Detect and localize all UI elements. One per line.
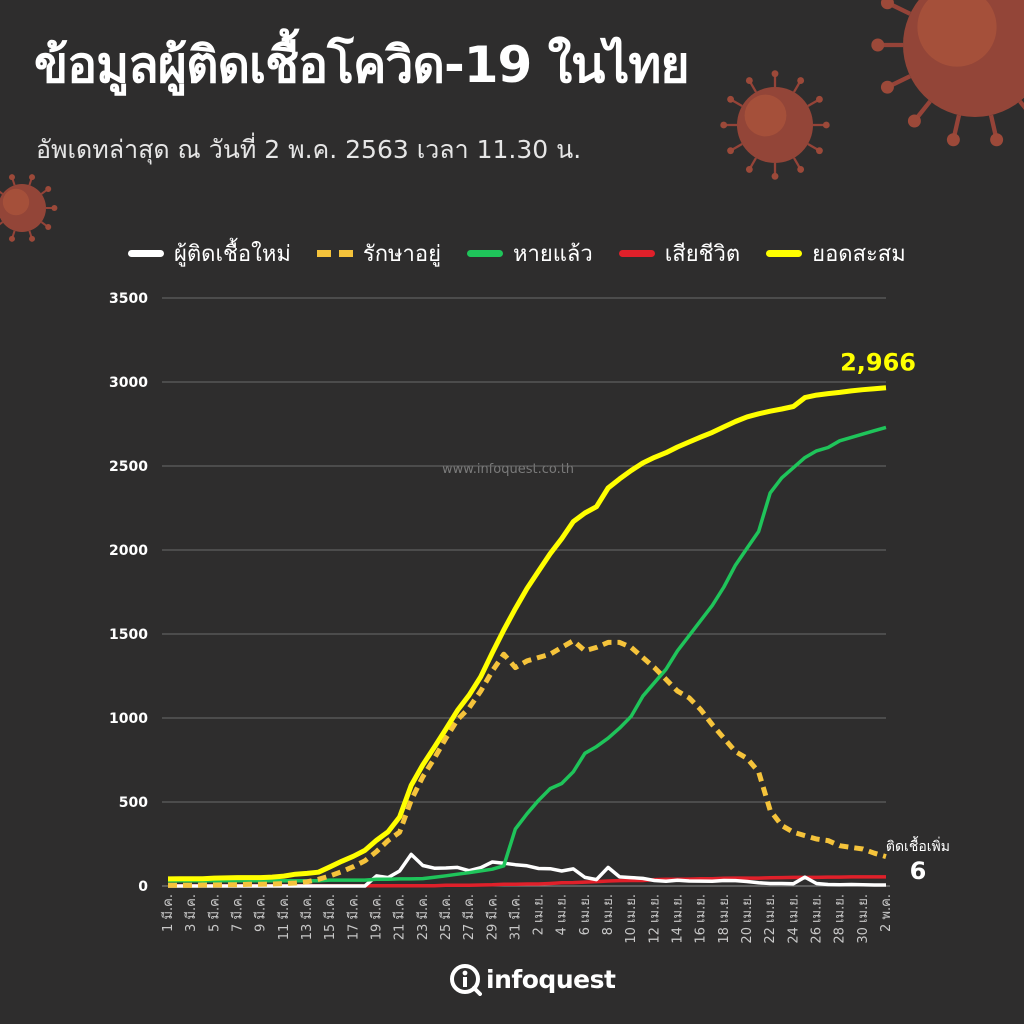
x-tick-label: 21 มี.ค. [392,894,408,940]
x-tick-label: 25 มี.ค. [438,894,454,940]
y-tick-label: 3500 [109,291,148,307]
legend-deaths: เสียชีวิต [618,236,741,271]
x-tick-label: 14 เม.ย. [671,894,686,944]
x-tick-label: 23 มี.ค. [415,894,431,940]
virus-large-icon [871,0,1024,147]
y-tick-label: 1000 [109,711,148,727]
legend-recovered: หายแล้ว [466,236,593,271]
covid-line-chart: 0 500 1000 1500 2000 2500 3000 3500 1 มี.ค. 3 มี.… [109,291,950,944]
x-tick-label: 13 มี.ค. [299,894,315,940]
legend-label-active: รักษาอยู่ [362,242,441,267]
x-tick-label: 3 มี.ค. [183,894,199,932]
x-tick-label: 20 เม.ย. [740,894,755,944]
virus-small-icon [720,70,830,180]
x-tick-label: 26 เม.ย. [810,894,825,944]
x-tick-label: 22 เม.ย. [763,894,778,944]
x-tick-label: 1 มี.ค. [160,894,176,932]
annotation-new-value: 6 [910,857,927,885]
legend-new-cases: ผู้ติดเชื้อใหม่ [128,236,291,271]
legend-label-cumulative: ยอดสะสม [812,242,906,267]
x-tick-label: 27 มี.ค. [461,894,477,940]
x-tick-label: 2 พ.ค. [879,894,894,932]
x-tick-label: 10 เม.ย. [624,894,639,944]
x-tick-label: 4 เม.ย. [555,894,570,935]
x-tick-label: 28 เม.ย. [833,894,848,944]
legend-label-new-cases: ผู้ติดเชื้อใหม่ [174,242,291,267]
info-icon [450,964,482,996]
infoquest-logo: infoquest [448,962,616,996]
x-tick-label: 8 เม.ย. [601,894,616,935]
y-tick-label: 1500 [109,627,148,643]
x-tick-label: 24 เม.ย. [786,894,801,944]
y-tick-label: 0 [138,879,148,895]
update-subtitle: อัพเดทล่าสุด ณ วันที่ 2 พ.ค. 2563 เวลา 1… [36,135,582,164]
y-tick-label: 3000 [109,375,148,391]
page-title: ข้อมูลผู้ติดเชื้อโควิด-19 ในไทย [34,36,690,94]
legend-swatch-new-cases [128,250,164,257]
legend-swatch-recovered [466,250,503,257]
legend-active: รักษาอยู่ [316,236,441,271]
x-tick-label: 9 มี.ค. [253,894,269,932]
x-tick-label: 5 มี.ค. [206,894,222,932]
y-tick-label: 500 [119,795,148,811]
legend-swatch-active [316,250,353,257]
x-tick-label: 15 มี.ค. [322,894,338,940]
x-tick-label: 31 มี.ค. [507,894,523,940]
annotation-total: 2,966 [840,349,916,377]
y-tick-label: 2500 [109,459,148,475]
series-line-new-cases [168,852,886,888]
chart-legend: ผู้ติดเชื้อใหม่ รักษาอยู่ หายแล้ว เสียชี… [128,236,906,271]
legend-label-deaths: เสียชีวิต [664,242,741,267]
x-tick-label: 19 มี.ค. [368,894,384,940]
x-tick-label: 6 เม.ย. [578,894,593,935]
x-tick-label: 30 เม.ย. [856,894,871,944]
x-tick-label: 16 เม.ย. [694,894,709,944]
legend-cumulative: ยอดสะสม [766,236,906,271]
y-tick-label: 2000 [109,543,148,559]
x-tick-label: 29 มี.ค. [484,894,500,940]
series-line-recovered [168,425,887,883]
legend-swatch-deaths [618,250,655,257]
legend-swatch-cumulative [766,250,803,257]
series-line-active [168,638,887,888]
x-tick-label: 7 มี.ค. [229,894,245,932]
x-tick-label: 12 เม.ย. [647,894,662,944]
x-tick-label: 2 เม.ย. [532,894,547,935]
x-tick-label: 17 มี.ค. [345,894,361,940]
annotation-new-label: ติดเชื้อเพิ่ม [886,836,950,855]
virus-left-icon [0,174,58,242]
legend-label-recovered: หายแล้ว [512,242,593,267]
series-line-cumulative [167,385,887,882]
logo-text: infoquest [486,964,616,994]
x-tick-label: 11 มี.ค. [276,894,292,940]
x-tick-label: 18 เม.ย. [717,894,732,944]
